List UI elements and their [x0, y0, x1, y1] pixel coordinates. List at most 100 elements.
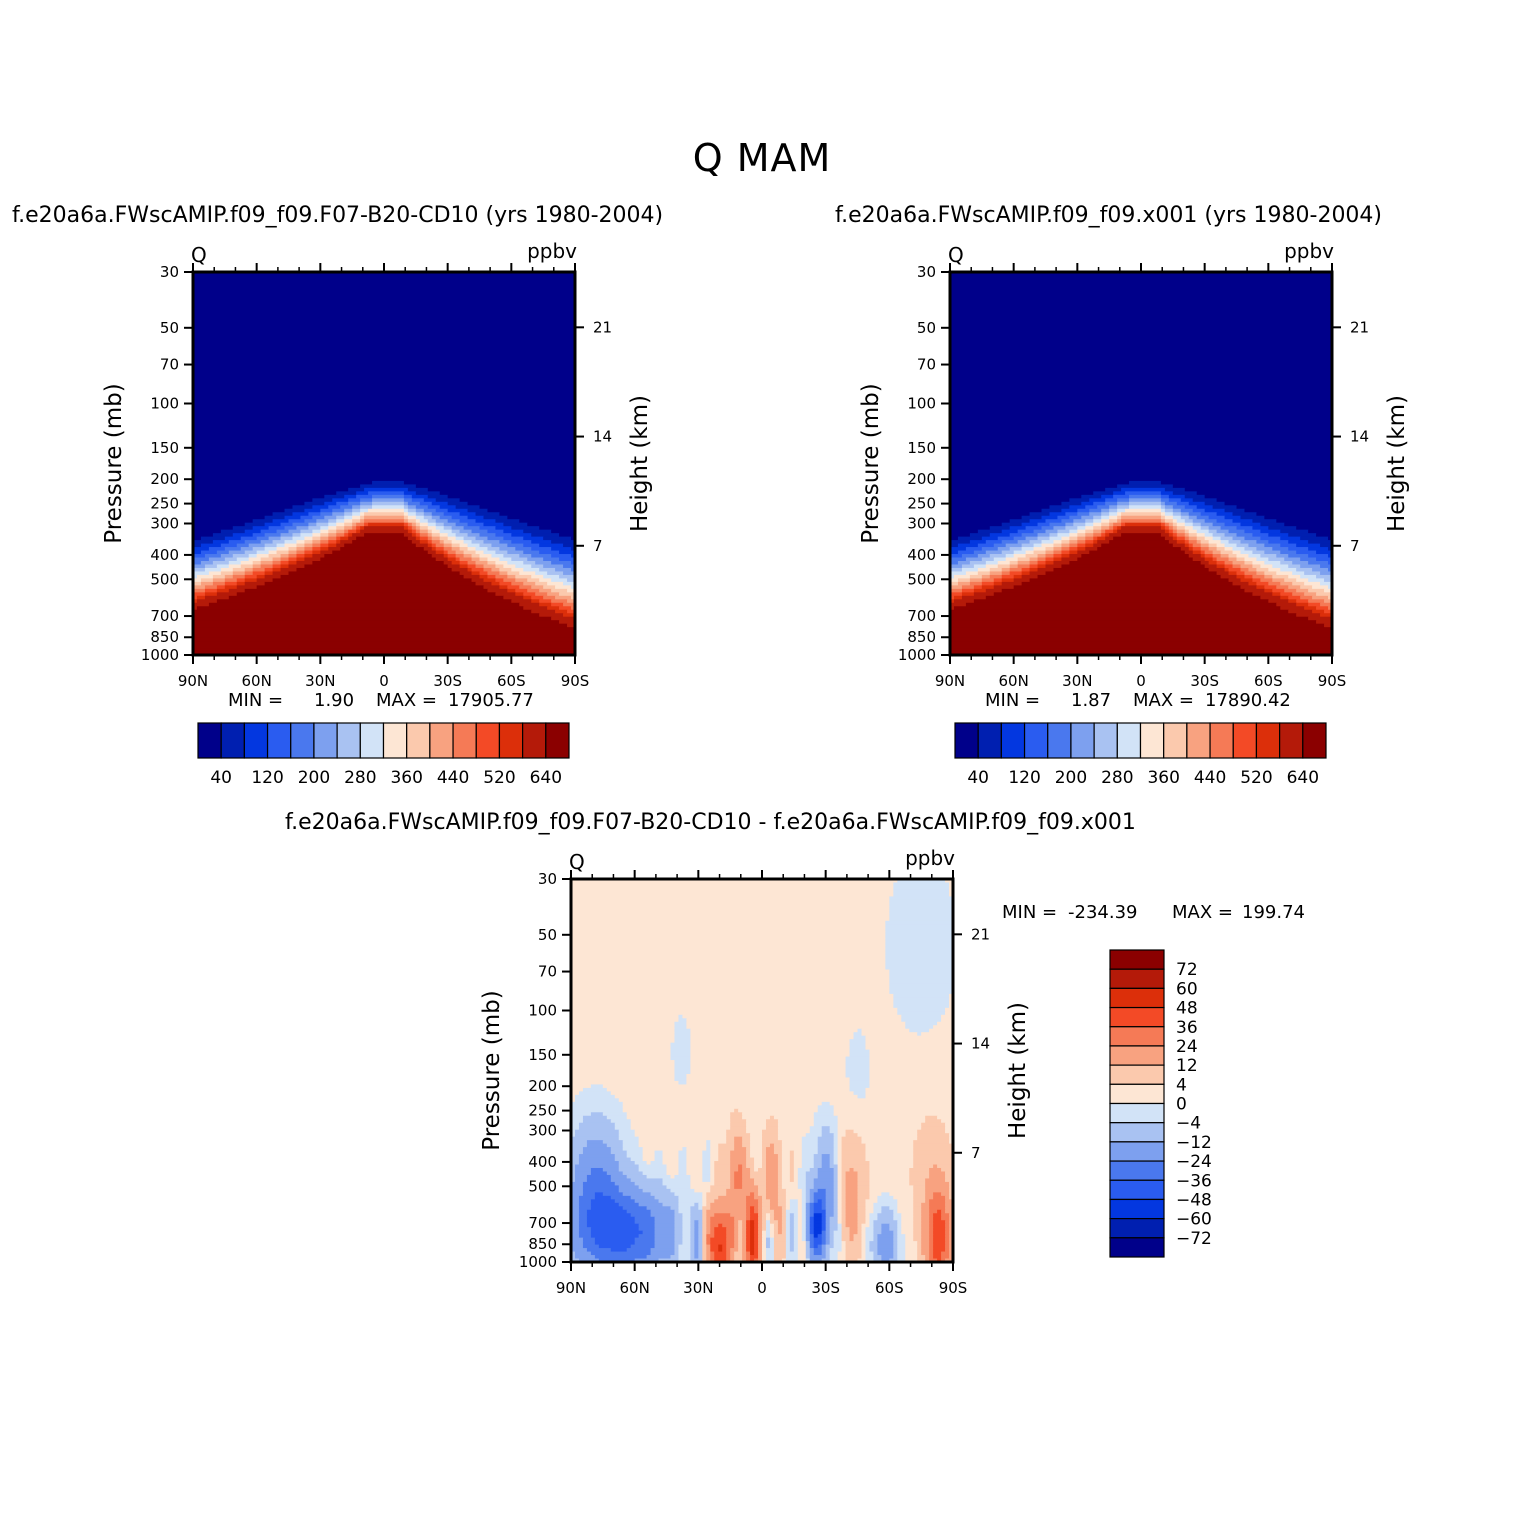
colorbar-box [475, 722, 501, 759]
x-tick-label: 90S [561, 672, 590, 690]
colorbar-box [1109, 1083, 1165, 1105]
y-tick-label: 50 [917, 319, 936, 337]
panel-3-title: f.e20a6a.FWscAMIP.f09_f09.F07-B20-CD10 -… [285, 810, 1136, 835]
y-tick-label: 300 [150, 514, 179, 532]
colorbar-label: 36 [1176, 1018, 1198, 1038]
colorbar-box [1047, 722, 1072, 759]
height-tick-label: 14 [593, 428, 612, 446]
colorbar-label: 640 [530, 768, 562, 788]
colorbar-label: 24 [1176, 1037, 1198, 1057]
y2-axis-title: Height (km) [1005, 1002, 1031, 1139]
colorbar-label: 40 [210, 768, 232, 788]
colorbar-box [1255, 722, 1281, 759]
colorbar-label: 520 [483, 768, 515, 788]
x-tick-label: 30N [1062, 672, 1092, 690]
height-tick-label: 21 [593, 318, 612, 336]
panel-3: 3050701001502002503004005007008501000211… [479, 846, 1305, 1297]
height-tick-label: 7 [971, 1144, 981, 1162]
colorbar-box [1109, 987, 1165, 1009]
x-tick-label: 90S [939, 1279, 968, 1297]
y-axis-title: Pressure (mb) [479, 990, 505, 1150]
colorbar-label: 280 [1101, 768, 1133, 788]
colorbar-box [1093, 722, 1118, 759]
colorbar-label: 120 [251, 768, 283, 788]
height-tick-label: 14 [1350, 428, 1369, 446]
colorbar-box [522, 722, 547, 759]
colorbar-box [382, 722, 408, 759]
min-value: 1.90 [314, 690, 354, 711]
y-tick-label: 1000 [519, 1253, 557, 1271]
colorbar-box [1163, 722, 1188, 759]
max-label: MAX = [1172, 902, 1233, 923]
y-tick-label: 70 [538, 963, 557, 981]
colorbar-box [1116, 722, 1142, 759]
y-axis-title: Pressure (mb) [101, 383, 127, 543]
x-tick-label: 90N [556, 1279, 586, 1297]
colorbar-box [266, 722, 292, 759]
colorbar-box [1109, 1026, 1165, 1047]
colorbar-box [1109, 1064, 1165, 1085]
y-tick-label: 100 [150, 395, 179, 413]
colorbar-label: 40 [967, 768, 989, 788]
colorbar-box [1186, 722, 1211, 759]
colorbar-label: −24 [1176, 1152, 1212, 1172]
x-tick-label: 30S [433, 672, 462, 690]
colorbar-box [545, 722, 570, 759]
colorbar-box [1109, 1006, 1165, 1028]
colorbar-label: 72 [1176, 960, 1198, 980]
y-tick-label: 500 [150, 570, 179, 588]
min-label: MIN = [985, 690, 1040, 711]
colorbar-label: 360 [390, 768, 422, 788]
y2-axis-title: Height (km) [627, 395, 653, 532]
x-tick-label: 30N [305, 672, 335, 690]
colorbar-box [1023, 722, 1049, 759]
y-tick-label: 300 [528, 1121, 557, 1139]
y-tick-label: 50 [160, 319, 179, 337]
x-tick-label: 90N [935, 672, 965, 690]
x-tick-label: 60N [242, 672, 272, 690]
x-tick-label: 60S [875, 1279, 904, 1297]
y-tick-label: 150 [150, 439, 179, 457]
y-tick-label: 700 [528, 1214, 557, 1232]
y2-axis-title: Height (km) [1384, 395, 1410, 532]
colorbar-label: 12 [1176, 1056, 1198, 1076]
colorbar-label: 0 [1176, 1095, 1187, 1115]
variable-label: Q [191, 243, 207, 267]
colorbar-box [1109, 1237, 1165, 1258]
y-tick-label: 250 [907, 495, 936, 513]
colorbar-box [452, 722, 477, 759]
colorbar-box [290, 722, 315, 759]
y-tick-label: 400 [150, 546, 179, 564]
x-tick-label: 30S [811, 1279, 840, 1297]
colorbar-label: 200 [1055, 768, 1087, 788]
panel-2-title: f.e20a6a.FWscAMIP.f09_f09.x001 (yrs 1980… [835, 203, 1383, 228]
colorbar-label: −60 [1176, 1210, 1212, 1230]
y-tick-label: 150 [528, 1046, 557, 1064]
colorbar-box [1279, 722, 1304, 759]
colorbar-box [1209, 722, 1234, 759]
colorbar-label: 280 [344, 768, 376, 788]
contour-field [193, 272, 576, 656]
min-value: 1.87 [1071, 690, 1111, 711]
contour-field [950, 272, 1333, 656]
colorbar-box [1109, 1160, 1165, 1181]
units-label: ppbv [1284, 239, 1334, 263]
colorbar-box [1109, 1141, 1165, 1162]
y-axis-title: Pressure (mb) [858, 383, 884, 543]
y-tick-label: 70 [160, 356, 179, 374]
y-tick-label: 70 [917, 356, 936, 374]
max-label: MAX = [1133, 690, 1194, 711]
min-label: MIN = [228, 690, 283, 711]
colorbar-box [336, 722, 361, 759]
y-tick-label: 300 [907, 514, 936, 532]
colorbar-box [977, 722, 1002, 759]
x-tick-label: 30N [683, 1279, 713, 1297]
panel-1-title: f.e20a6a.FWscAMIP.f09_f09.F07-B20-CD10 (… [12, 203, 664, 228]
colorbar-box [429, 722, 454, 759]
max-label: MAX = [376, 690, 437, 711]
colorbar-label: 4 [1176, 1075, 1187, 1095]
x-tick-label: 0 [757, 1279, 767, 1297]
colorbar-label: −4 [1176, 1114, 1201, 1134]
